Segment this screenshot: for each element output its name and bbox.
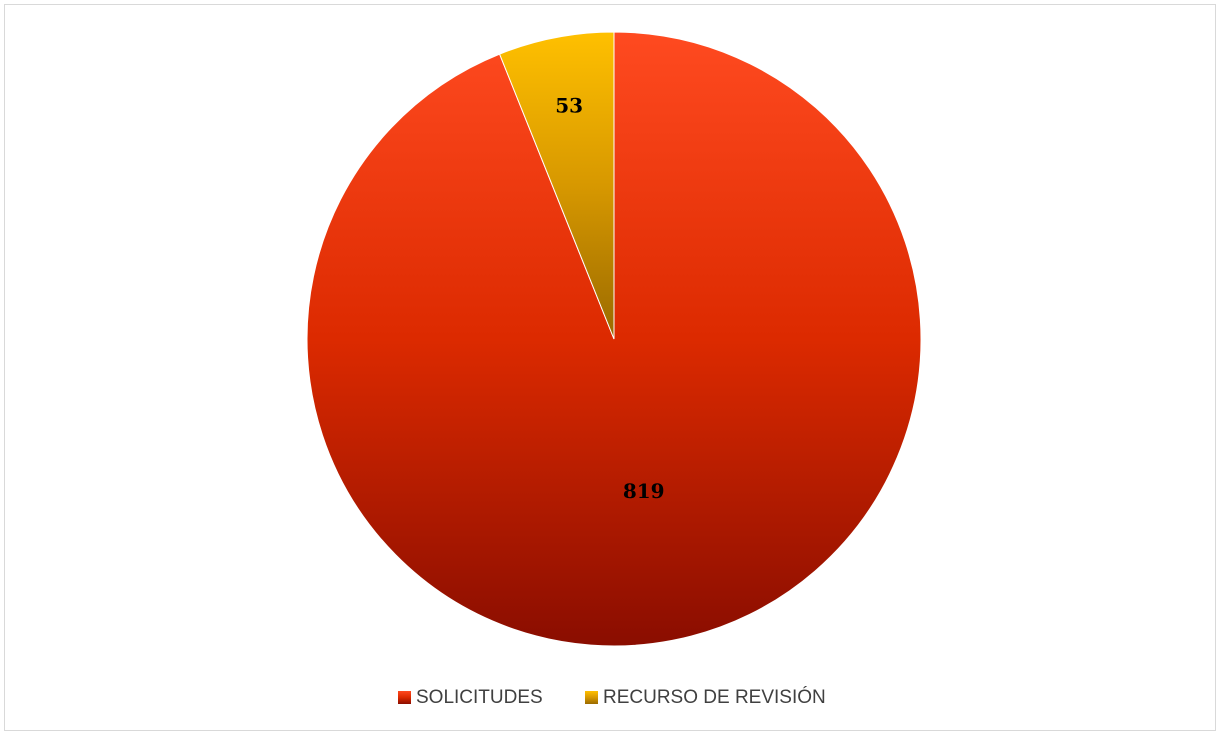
legend-swatch-solicitudes: [398, 691, 411, 704]
pie-data-labels: 819 53: [555, 93, 664, 503]
legend-swatch-recurso-de-revision: [585, 691, 598, 704]
pie-slice-solicitudes: [306, 31, 922, 647]
pie-slice-recurso-de-revision: [498, 31, 615, 340]
data-label-recurso-de-revision: 53: [555, 93, 583, 117]
legend-label-recurso-de-revision: RECURSO DE REVISIÓN: [603, 686, 826, 708]
pie-slices: [306, 31, 922, 647]
data-label-solicitudes: 819: [623, 479, 665, 503]
legend: SOLICITUDES RECURSO DE REVISIÓN: [398, 686, 826, 708]
legend-label-solicitudes: SOLICITUDES: [416, 687, 543, 708]
